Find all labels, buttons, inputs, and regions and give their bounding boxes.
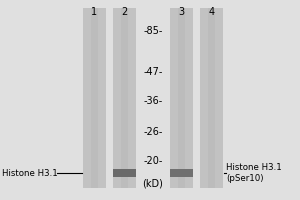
Bar — [83, 8, 106, 188]
Bar — [200, 8, 223, 188]
Text: -26-: -26- — [143, 127, 163, 137]
Text: Histone H3.1: Histone H3.1 — [2, 168, 57, 178]
Bar — [113, 8, 136, 188]
Text: (kD): (kD) — [142, 179, 164, 189]
Text: -36-: -36- — [143, 96, 163, 106]
Text: -47-: -47- — [143, 67, 163, 77]
Bar — [121, 8, 128, 188]
Text: 1: 1 — [92, 7, 98, 17]
Bar — [170, 169, 193, 177]
Text: -20-: -20- — [143, 156, 163, 166]
Bar — [170, 8, 193, 188]
Bar — [113, 169, 136, 177]
Text: 4: 4 — [208, 7, 214, 17]
Text: Histone H3.1
(pSer10): Histone H3.1 (pSer10) — [226, 163, 282, 183]
Text: 3: 3 — [178, 7, 184, 17]
Bar — [208, 8, 215, 188]
Text: -85-: -85- — [143, 26, 163, 36]
Text: 2: 2 — [122, 7, 128, 17]
Bar — [91, 8, 98, 188]
Bar — [178, 8, 185, 188]
